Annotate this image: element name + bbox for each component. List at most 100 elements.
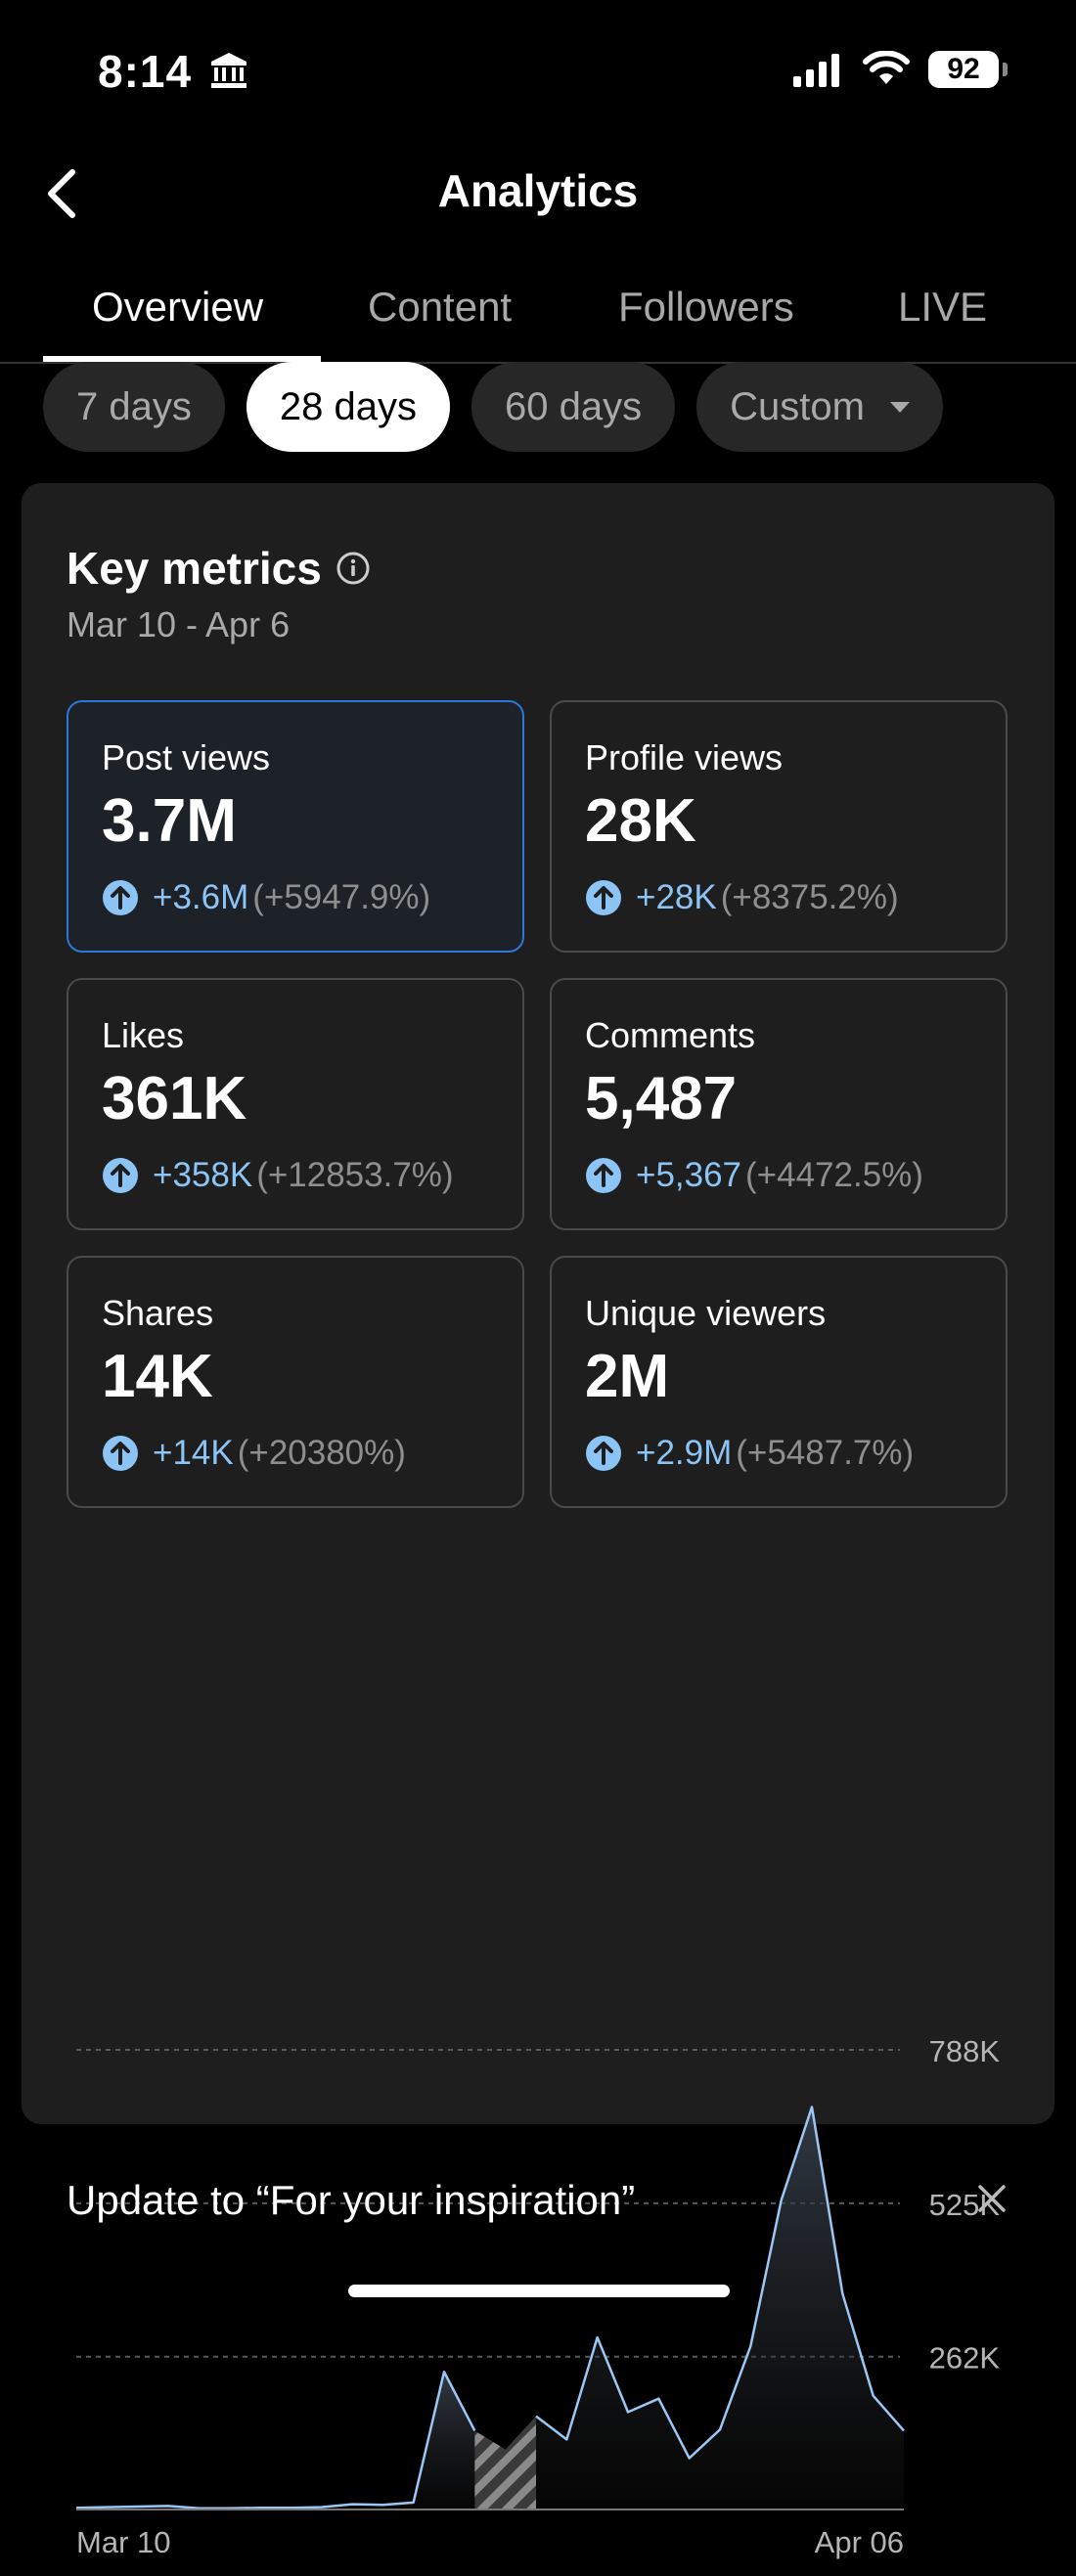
update-banner[interactable]: Update to “For your inspiration” xyxy=(0,2171,1076,2249)
metric-percent: (+12853.7%) xyxy=(256,1156,454,1194)
metric-percent: (+5947.9%) xyxy=(252,878,431,916)
metric-card-comments[interactable]: Comments 5,487 +5,367 (+4472.5%) xyxy=(550,978,1008,1230)
metric-label: Post views xyxy=(102,737,271,777)
arrow-up-icon xyxy=(586,1436,621,1471)
chart-data-point xyxy=(166,2504,170,2508)
arrow-up-icon xyxy=(103,1158,138,1193)
metric-change: +2.9M (+5487.7%) xyxy=(585,1434,914,1473)
nav-bar: Analytics xyxy=(0,147,1076,235)
chart-y-tick-label: 788K xyxy=(929,2034,1001,2068)
metric-percent: (+5487.7%) xyxy=(736,1434,915,1472)
metric-label: Likes xyxy=(102,1015,185,1055)
metric-value: 2M xyxy=(585,1343,670,1410)
metric-card-shares[interactable]: Shares 14K +14K (+20380%) xyxy=(67,1256,524,1508)
date-range-label: Mar 10 - Apr 6 xyxy=(67,604,291,644)
key-metrics-card: Key metrics Mar 10 - Apr 6 Post views 3.7… xyxy=(22,483,1054,2559)
chart-y-tick-label: 262K xyxy=(929,2341,1001,2376)
range-custom-label: Custom xyxy=(730,384,865,428)
metric-percent: (+20380%) xyxy=(237,1434,406,1472)
range-custom-button[interactable]: Custom xyxy=(696,362,943,452)
key-metrics-heading: Key metrics xyxy=(67,542,371,595)
metric-label: Shares xyxy=(102,1293,214,1333)
date-range-selector: 7 days 28 days 60 days Custom xyxy=(43,362,943,452)
metric-delta: +358K xyxy=(153,1156,253,1194)
tab-overview[interactable]: Overview xyxy=(92,284,264,330)
back-chevron-icon[interactable] xyxy=(43,166,82,221)
chart-x-start-label: Mar 10 xyxy=(76,2525,170,2559)
metric-label: Unique viewers xyxy=(585,1293,827,1333)
metric-card-profile-views[interactable]: Profile views 28K +28K (+8375.2%) xyxy=(550,700,1008,953)
metric-change: +358K (+12853.7%) xyxy=(102,1156,454,1195)
chart-data-point xyxy=(350,2503,354,2507)
chart-series-line xyxy=(75,2370,476,2510)
chart-data-point xyxy=(626,2410,630,2414)
chart-data-point xyxy=(442,2370,446,2374)
battery-level: 92 xyxy=(947,53,980,85)
arrow-up-icon xyxy=(103,1436,138,1471)
range-7-days-button[interactable]: 7 days xyxy=(43,362,225,452)
metric-change: +28K (+8375.2%) xyxy=(585,878,899,917)
battery-icon: 92 xyxy=(928,51,999,88)
chart-data-point xyxy=(872,2394,875,2398)
tab-content[interactable]: Content xyxy=(368,284,513,330)
status-time: 8:14 xyxy=(98,46,193,97)
chart-data-point xyxy=(136,2505,140,2509)
range-60-days-button[interactable]: 60 days xyxy=(471,362,676,452)
tab-bar: Overview Content Followers LIVE xyxy=(0,274,1076,364)
signal-icon xyxy=(793,54,839,87)
active-tab-indicator xyxy=(43,356,321,362)
metric-percent: (+8375.2%) xyxy=(720,878,899,916)
page-title: Analytics xyxy=(437,165,639,216)
metric-delta: +28K xyxy=(636,878,717,916)
bank-icon xyxy=(211,53,247,88)
tab-live[interactable]: LIVE xyxy=(898,284,988,330)
dropdown-caret-icon xyxy=(889,401,910,413)
chart-data-point xyxy=(472,2428,476,2432)
arrow-up-icon xyxy=(103,880,138,915)
chart-data-point xyxy=(718,2427,722,2431)
chart-data-point xyxy=(534,2415,538,2419)
metric-value: 5,487 xyxy=(585,1065,738,1133)
metric-delta: +3.6M xyxy=(153,878,249,916)
metric-value: 3.7M xyxy=(102,787,237,855)
range-28-days-button[interactable]: 28 days xyxy=(246,362,450,452)
metric-label: Profile views xyxy=(585,737,784,777)
chart-data-point xyxy=(564,2437,568,2441)
metric-delta: +14K xyxy=(153,1434,234,1472)
chart-data-point xyxy=(840,2291,844,2295)
battery-nub xyxy=(1003,63,1008,76)
chart-data-point xyxy=(656,2397,660,2401)
status-bar: 8:14 92 xyxy=(0,0,1076,137)
chart-data-point xyxy=(596,2335,600,2339)
metric-delta: +2.9M xyxy=(636,1434,733,1472)
chart-data-point xyxy=(810,2105,814,2109)
metric-value: 361K xyxy=(102,1065,247,1133)
chart-area-fill xyxy=(536,2107,904,2509)
wifi-icon xyxy=(863,51,910,84)
key-metrics-title: Key metrics xyxy=(67,543,322,594)
metric-change: +5,367 (+4472.5%) xyxy=(585,1156,923,1195)
home-indicator xyxy=(348,2285,730,2297)
metric-delta: +5,367 xyxy=(636,1156,742,1194)
banner-text: Update to “For your inspiration” xyxy=(67,2177,636,2223)
metric-change: +3.6M (+5947.9%) xyxy=(102,878,430,917)
chart-data-point xyxy=(748,2344,752,2348)
metric-card-post-views[interactable]: Post views 3.7M +3.6M (+5947.9%) xyxy=(67,700,524,953)
chart-data-point xyxy=(381,2503,384,2507)
tab-followers[interactable]: Followers xyxy=(618,284,794,330)
metric-card-unique-viewers[interactable]: Unique viewers 2M +2.9M (+5487.7%) xyxy=(550,1256,1008,1508)
arrow-up-icon xyxy=(586,880,621,915)
metric-value: 28K xyxy=(585,787,696,855)
metric-value: 14K xyxy=(102,1343,213,1410)
close-icon[interactable] xyxy=(976,2183,1008,2214)
info-icon[interactable] xyxy=(336,551,371,586)
chart-data-point xyxy=(688,2457,692,2461)
arrow-up-icon xyxy=(586,1158,621,1193)
metric-card-likes[interactable]: Likes 361K +358K (+12853.7%) xyxy=(67,978,524,1230)
chart-data-point xyxy=(504,2448,508,2452)
chart-x-end-label: Apr 06 xyxy=(815,2525,904,2559)
chart-data-point xyxy=(902,2428,906,2432)
chart-area-fill xyxy=(76,2372,475,2509)
chart-missing-data-region xyxy=(474,2416,536,2509)
